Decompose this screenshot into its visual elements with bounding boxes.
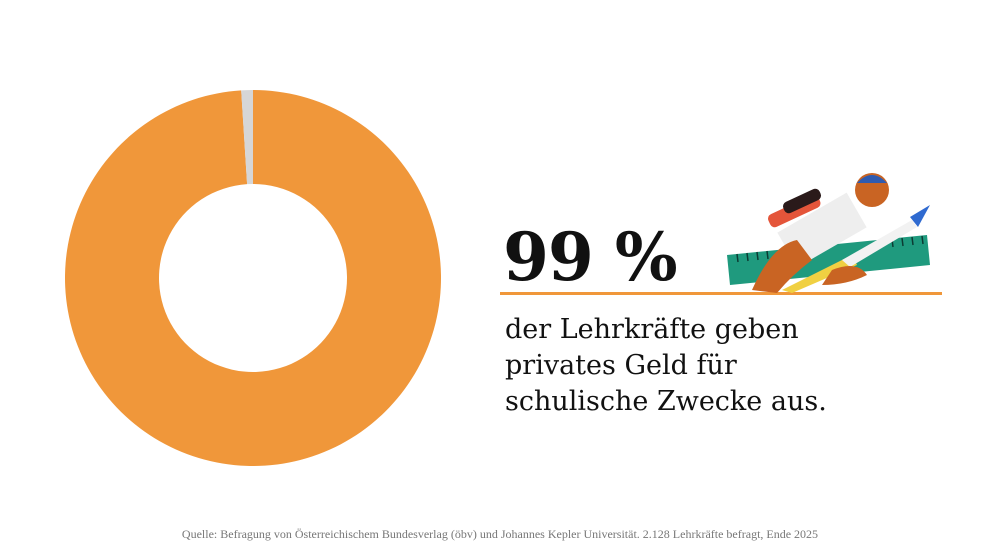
headline-percentage: 99 % xyxy=(503,218,678,296)
student-with-pen-and-ruler-icon xyxy=(727,173,930,293)
donut-slice-1 xyxy=(64,90,442,467)
donut-slice-2 xyxy=(241,90,253,185)
description-text: der Lehrkräfte geben privates Geld für s… xyxy=(505,314,827,417)
divider-line xyxy=(500,292,942,295)
source-note: Quelle: Befragung von Österreichischem B… xyxy=(181,527,819,541)
donut-chart xyxy=(64,90,442,467)
